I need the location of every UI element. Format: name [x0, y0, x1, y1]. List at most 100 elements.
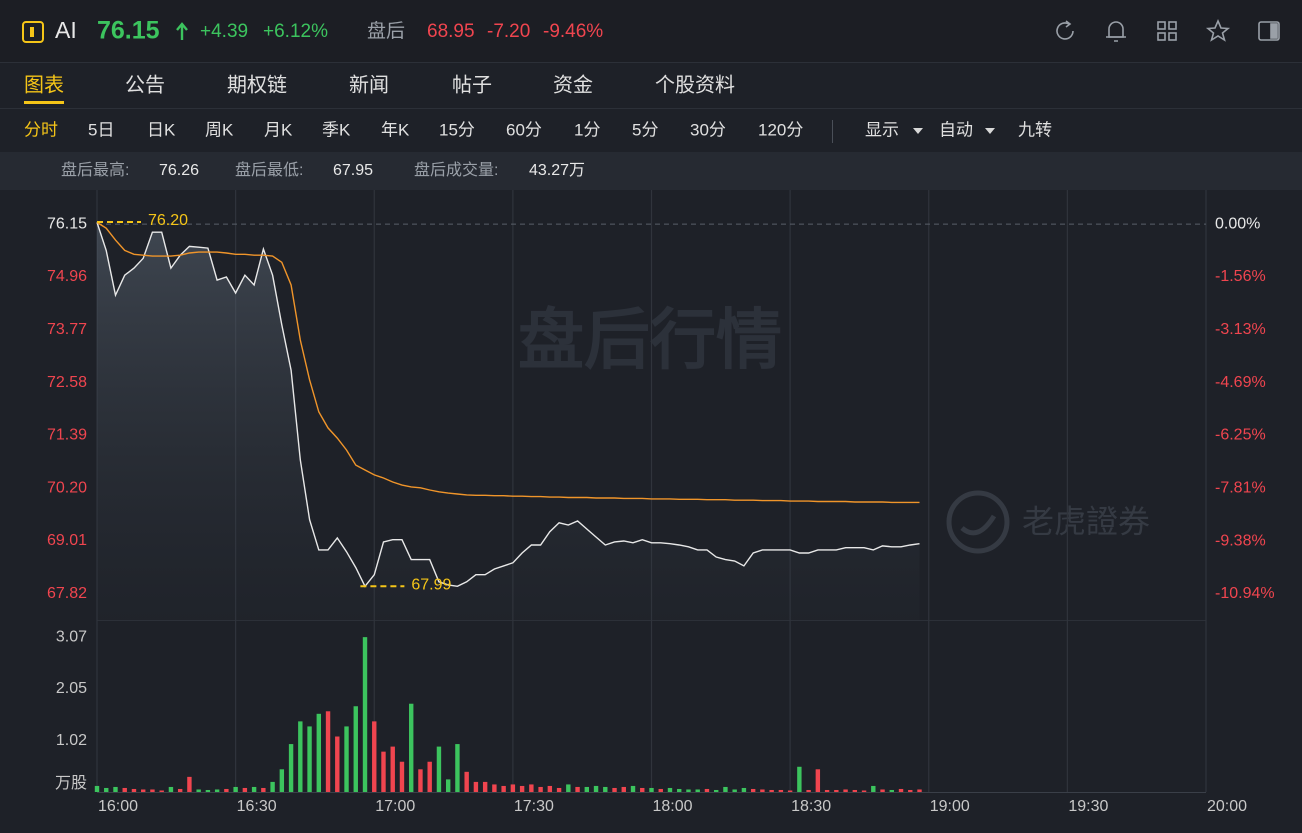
- volume-bar: [381, 751, 386, 792]
- volume-bar: [713, 789, 719, 792]
- volume-bar: [436, 746, 442, 792]
- volume-bar: [325, 711, 331, 792]
- tab[interactable]: 个股资料: [655, 73, 735, 96]
- volume-bar: [593, 785, 599, 792]
- volume-bar: [159, 790, 164, 792]
- volume-bar: [372, 721, 377, 792]
- period-button[interactable]: 1分: [574, 120, 600, 139]
- star-icon[interactable]: [1205, 18, 1231, 42]
- volume-bar: [233, 786, 238, 792]
- volume-bar: [335, 736, 340, 792]
- selector[interactable]: 自动: [939, 120, 973, 139]
- tab[interactable]: 资金: [553, 73, 593, 96]
- y2-tick-label: -9.38%: [1215, 532, 1266, 549]
- header-bar: [0, 0, 1302, 62]
- volume-bar: [750, 788, 756, 792]
- period-button[interactable]: 60分: [506, 120, 542, 139]
- symbol-icon: [22, 21, 44, 43]
- period-button[interactable]: 周K: [205, 120, 234, 139]
- volume-bar: [871, 785, 876, 792]
- header-after-pct: -9.46%: [543, 21, 603, 42]
- period-button[interactable]: 季K: [322, 120, 351, 139]
- volume-bar: [621, 786, 626, 792]
- x-tick-label: 16:00: [98, 798, 138, 815]
- stats-bar: [0, 152, 1302, 190]
- period-button[interactable]: 5日: [88, 120, 114, 139]
- volume-bar: [492, 784, 497, 792]
- stat-label: 盘后成交量:: [414, 160, 498, 179]
- x-tick-label: 19:00: [930, 798, 970, 815]
- volume-bar: [270, 781, 275, 792]
- x-tick-label: 17:00: [375, 798, 415, 815]
- panel-icon[interactable]: [1258, 21, 1280, 41]
- grid-icon[interactable]: [1157, 21, 1177, 41]
- y-tick-label: 73.77: [47, 321, 87, 338]
- volume-bar: [732, 789, 737, 792]
- volume-bar: [834, 789, 839, 792]
- x-tick-label: 18:30: [791, 798, 831, 815]
- tab[interactable]: 图表: [24, 73, 64, 96]
- volume-bar: [538, 786, 543, 792]
- volume-bar: [251, 786, 257, 792]
- tab[interactable]: 新闻: [349, 73, 389, 96]
- selector[interactable]: 九转: [1018, 120, 1052, 139]
- volume-bar: [196, 789, 201, 792]
- period-button[interactable]: 120分: [758, 120, 803, 139]
- period-button[interactable]: 月K: [264, 120, 293, 139]
- volume-bar: [824, 789, 830, 792]
- tab[interactable]: 公告: [125, 73, 165, 96]
- period-button[interactable]: 日K: [147, 120, 176, 139]
- volume-bar: [695, 789, 700, 792]
- y-tick-label: 71.39: [47, 427, 87, 444]
- refresh-icon[interactable]: [1056, 20, 1074, 40]
- header-change-pct: +6.12%: [263, 21, 328, 42]
- y-tick-label: 72.58: [47, 374, 87, 391]
- volume-bar: [677, 788, 682, 792]
- period-button[interactable]: 分时: [24, 120, 58, 139]
- volume-bar: [547, 785, 553, 792]
- header-after-price: 68.95: [427, 21, 475, 42]
- volume-bar: [630, 785, 636, 792]
- volume-bar: [205, 789, 211, 792]
- volume-bar: [122, 787, 127, 792]
- tab[interactable]: 帖子: [452, 73, 492, 96]
- header-change: +4.39: [200, 21, 248, 42]
- volume-bar: [741, 787, 747, 792]
- period-button[interactable]: 5分: [632, 120, 658, 139]
- period-button[interactable]: 30分: [690, 120, 726, 139]
- average-line: [96, 221, 920, 504]
- bell-icon[interactable]: [1106, 21, 1126, 42]
- volume-bar: [584, 786, 590, 792]
- volume-bar: [473, 781, 479, 792]
- tab[interactable]: 期权链: [227, 73, 287, 96]
- volume-bar: [852, 789, 858, 792]
- x-tick-label: 17:30: [514, 798, 554, 815]
- annotation-label: 76.20: [148, 212, 188, 229]
- volume-bar: [94, 785, 100, 792]
- volume-bar: [649, 787, 654, 792]
- volume-bar: [298, 721, 303, 792]
- volume-bar: [279, 769, 285, 792]
- period-button[interactable]: 15分: [439, 120, 475, 139]
- header-after-change: -7.20: [487, 21, 530, 42]
- volume-bar: [529, 784, 534, 792]
- volume-bar: [575, 786, 580, 792]
- volume-bar: [787, 790, 793, 792]
- x-tick-label: 20:00: [1207, 798, 1247, 815]
- period-button[interactable]: 年K: [381, 120, 410, 139]
- y-tick-label: 69.01: [47, 532, 87, 549]
- volume-bar: [667, 787, 673, 792]
- volume-bar: [344, 726, 349, 792]
- volume-bar: [843, 789, 848, 792]
- y2-tick-label: 0.00%: [1215, 215, 1260, 232]
- volume-bar: [187, 776, 192, 792]
- y-tick-label: 67.82: [47, 585, 87, 602]
- volume-unit: 万股: [55, 774, 87, 792]
- volume-bar: [362, 637, 368, 792]
- y-tick-label: 74.96: [47, 268, 87, 285]
- price-area: [97, 222, 920, 620]
- volume-bar: [113, 786, 118, 792]
- selector[interactable]: 显示: [865, 120, 899, 139]
- volume-tick-label: 1.02: [56, 732, 87, 749]
